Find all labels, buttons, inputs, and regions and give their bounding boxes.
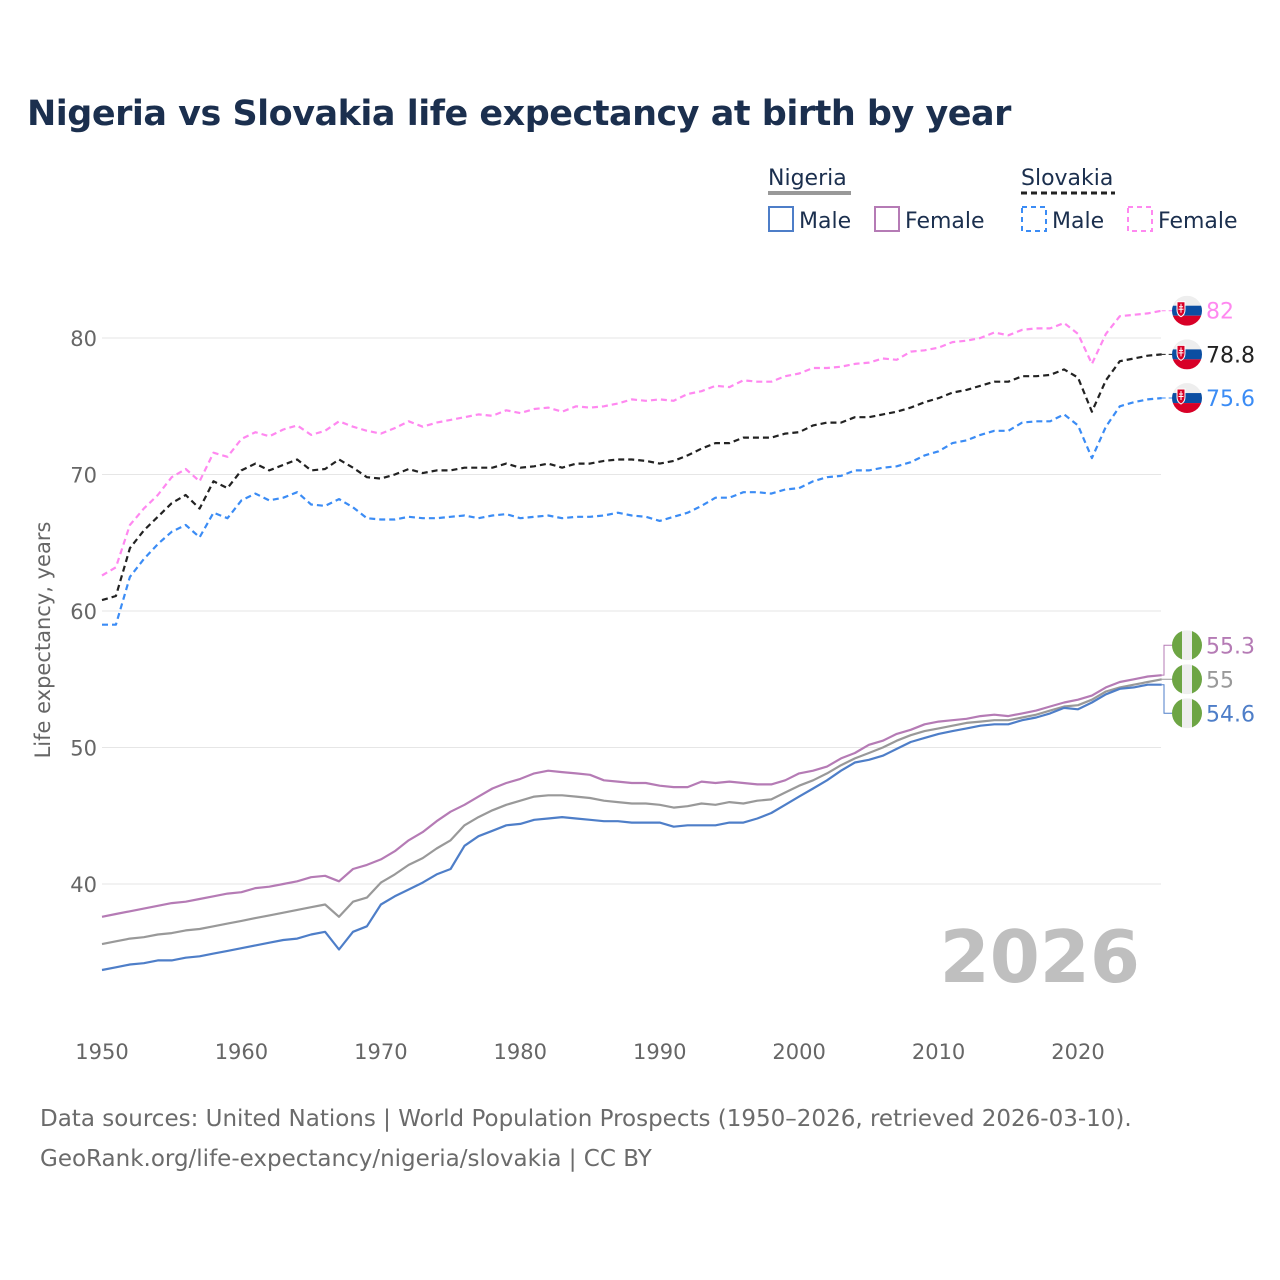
end-value-label: 55 bbox=[1206, 668, 1234, 693]
slovakia-flag-icon bbox=[1172, 383, 1202, 414]
footer-link[interactable]: GeoRank.org/life-expectancy/nigeria/slov… bbox=[40, 1146, 652, 1172]
chart-title: Nigeria vs Slovakia life expectancy at b… bbox=[27, 94, 1011, 134]
legend-swatch bbox=[768, 206, 794, 232]
y-tick-label: 40 bbox=[70, 873, 97, 897]
flag-stripe bbox=[1172, 315, 1202, 326]
footer-sources: Data sources: United Nations | World Pop… bbox=[40, 1106, 1132, 1132]
legend-item-label: Male bbox=[1052, 209, 1104, 234]
y-tick-label: 60 bbox=[70, 600, 97, 624]
series-line-slovakia bbox=[101, 353, 1162, 602]
nigeria-flag-icon bbox=[1172, 698, 1202, 729]
legend-item-label: Male bbox=[799, 209, 851, 234]
legend-item-slovakia-female[interactable]: Female bbox=[1127, 206, 1238, 234]
x-tick-label: 2000 bbox=[772, 1040, 825, 1064]
flag-stripe bbox=[1172, 295, 1202, 306]
flag-stripe bbox=[1172, 393, 1202, 404]
end-value-label: 75.6 bbox=[1206, 387, 1255, 412]
label-connector bbox=[1161, 644, 1172, 676]
legend-swatch bbox=[1021, 206, 1047, 232]
slovakia-flag-icon bbox=[1172, 339, 1202, 370]
flag-cross bbox=[1178, 303, 1184, 313]
flag-stripe bbox=[1172, 359, 1202, 370]
flag-stripe bbox=[1192, 698, 1202, 729]
x-tick-label: 2010 bbox=[912, 1040, 965, 1064]
series-line-nigeria bbox=[101, 678, 1162, 946]
flag-cross bbox=[1178, 391, 1184, 401]
legend-item-label: Female bbox=[1158, 209, 1238, 234]
flag-stripe bbox=[1192, 630, 1202, 661]
x-tick-label: 1960 bbox=[215, 1040, 268, 1064]
y-axis-label: Life expectancy, years bbox=[31, 522, 55, 759]
legend-item-nigeria-female[interactable]: Female bbox=[874, 206, 985, 234]
nigeria-flag-icon bbox=[1172, 630, 1202, 661]
flag-stripe bbox=[1182, 664, 1192, 695]
x-tick-label: 1990 bbox=[633, 1040, 686, 1064]
flag-stripe bbox=[1192, 664, 1202, 695]
series-line-slovakia-male bbox=[102, 397, 1162, 626]
flag-stripe bbox=[1172, 630, 1182, 661]
label-connector bbox=[1161, 684, 1172, 714]
slovakia-flag-icon bbox=[1172, 295, 1202, 326]
y-tick-label: 70 bbox=[70, 464, 97, 488]
flag-stripe bbox=[1172, 664, 1182, 695]
legend-group-title: Slovakia bbox=[1021, 166, 1113, 191]
x-tick-label: 1950 bbox=[75, 1040, 128, 1064]
legend-swatch bbox=[1127, 206, 1153, 232]
legend-item-slovakia-male[interactable]: Male bbox=[1021, 206, 1104, 234]
nigeria-flag-icon bbox=[1172, 664, 1202, 695]
end-value-label: 55.3 bbox=[1206, 634, 1255, 659]
y-tick-label: 50 bbox=[70, 737, 97, 761]
flag-stripe bbox=[1172, 305, 1202, 316]
legend-swatch bbox=[874, 206, 900, 232]
flag-stripe bbox=[1172, 339, 1202, 350]
flag-stripe bbox=[1182, 630, 1192, 661]
flag-stripe bbox=[1172, 383, 1202, 394]
x-tick-label: 2020 bbox=[1051, 1040, 1104, 1064]
year-watermark: 2026 bbox=[940, 915, 1140, 999]
flag-stripe bbox=[1182, 698, 1192, 729]
x-tick-label: 1970 bbox=[354, 1040, 407, 1064]
legend-item-nigeria-male[interactable]: Male bbox=[768, 206, 851, 234]
end-value-label: 54.6 bbox=[1206, 702, 1255, 727]
x-tick-label: 1980 bbox=[494, 1040, 547, 1064]
series-line-nigeria-male bbox=[101, 683, 1162, 972]
y-tick-label: 80 bbox=[70, 327, 97, 351]
series-line-slovakia-female bbox=[101, 309, 1162, 577]
flag-cross bbox=[1178, 347, 1184, 357]
end-value-label: 82 bbox=[1206, 300, 1234, 325]
legend-item-label: Female bbox=[905, 209, 985, 234]
flag-stripe bbox=[1172, 349, 1202, 360]
end-value-label: 78.8 bbox=[1206, 343, 1255, 368]
flag-stripe bbox=[1172, 698, 1182, 729]
flag-stripe bbox=[1172, 403, 1202, 414]
series-line-nigeria-female bbox=[101, 674, 1162, 918]
legend-group-title: Nigeria bbox=[768, 166, 847, 191]
